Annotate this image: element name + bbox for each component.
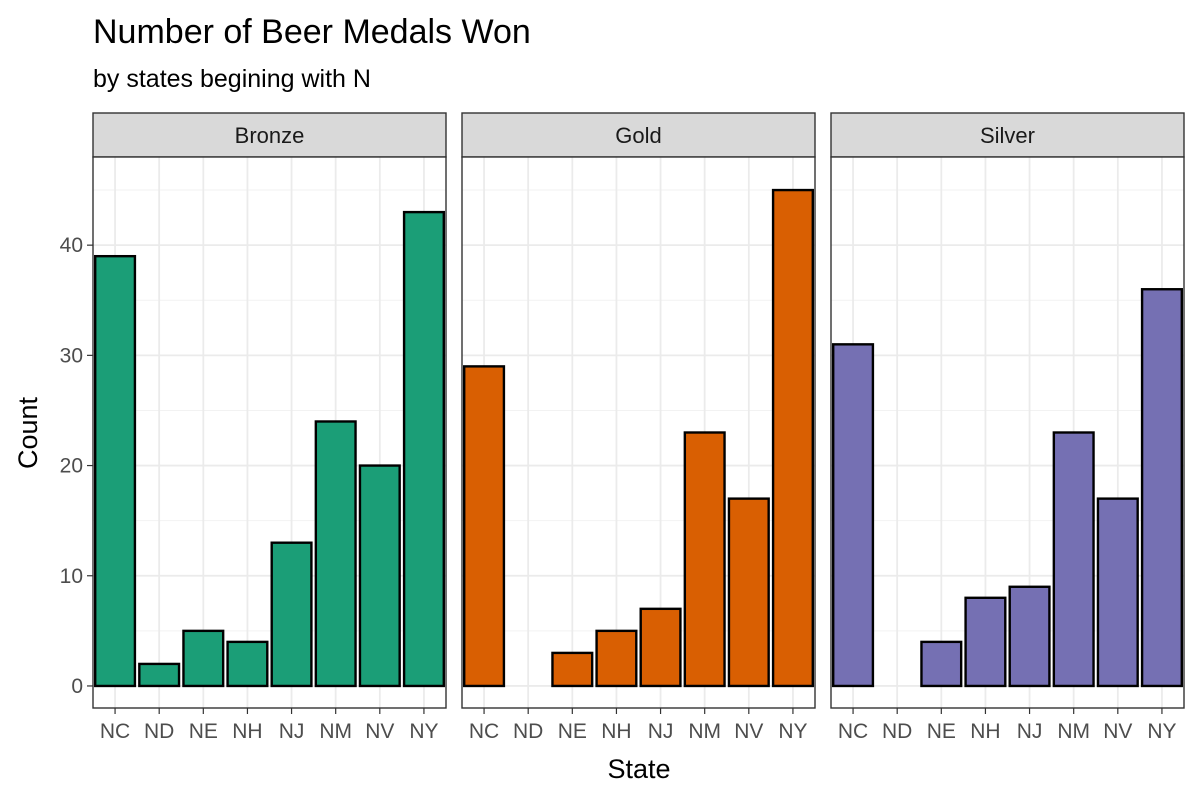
bar-bronze-nv [358,464,401,688]
bar-gold-nc [463,365,506,688]
bar-bronze-nd [138,662,181,688]
x-tick-label: NY [409,720,438,743]
panel-border [461,156,816,709]
x-tick-label: NV [1103,720,1132,743]
facet-panels: Bronze NC ND NE NH NJ NM NV NY Gold NC ND NE NH NJ NM NV… [92,112,1185,743]
x-tick-label: NC [838,720,868,743]
chart-subtitle: by states begining with N [93,65,371,93]
x-tick-label: NC [100,720,130,743]
y-tick-label: 40 [60,234,83,257]
x-tick-label: NH [232,720,262,743]
facet-strip [461,112,816,158]
y-axis: 0 10 20 30 40 [60,234,93,698]
x-tick-label: NE [558,720,587,743]
panel-border [92,156,447,709]
bar-gold-nj [639,607,682,688]
facet-panel-gold: Gold NC ND NE NH NJ NM NV NY [461,112,816,743]
y-tick-label: 0 [71,675,83,698]
x-tick-label: NH [970,720,1000,743]
x-tick-label: ND [882,720,912,743]
bar-bronze-ne [182,629,225,688]
bar-bronze-ny [402,210,445,688]
x-tick-label: NJ [648,720,674,743]
bar-bronze-nh [226,640,269,688]
x-tick-label: NM [688,720,721,743]
y-axis-title: Count [13,396,43,469]
bar-silver-ne [920,640,963,688]
x-tick-label: NJ [1017,720,1043,743]
bar-gold-ne [551,651,594,688]
bar-silver-nc [832,343,875,688]
chart-title: Number of Beer Medals Won [93,13,531,51]
x-tick-label: ND [144,720,174,743]
y-tick-label: 20 [60,455,83,478]
bar-silver-nm [1052,431,1095,688]
bar-silver-nh [964,596,1007,688]
bar-silver-ny [1140,288,1183,688]
x-tick-label: NC [469,720,499,743]
x-tick-label: NV [365,720,394,743]
x-tick-label: NJ [279,720,305,743]
x-axis-title: State [607,754,670,784]
facet-strip-label: Bronze [235,123,305,148]
y-tick-label: 10 [60,565,83,588]
bar-silver-nj [1008,585,1051,688]
x-tick-label: NV [734,720,763,743]
bar-gold-nv [727,497,770,688]
x-tick-label: NM [1057,720,1090,743]
x-tick-label: NY [1147,720,1176,743]
x-tick-label: NM [319,720,352,743]
facet-strip-label: Gold [615,123,661,148]
bar-silver-nv [1096,497,1139,688]
facet-strip-label: Silver [980,123,1035,148]
facet-panel-silver: Silver NC ND NE NH NJ NM NV NY [830,112,1185,743]
bar-bronze-nj [270,541,313,688]
panel-border [830,156,1185,709]
x-tick-label: NE [189,720,218,743]
facet-strip [830,112,1185,158]
bar-gold-nm [683,431,726,688]
y-tick-label: 30 [60,344,83,367]
bar-bronze-nm [314,420,357,688]
facet-strip [92,112,447,158]
bar-gold-nh [595,629,638,688]
bar-gold-ny [771,188,814,688]
bar-bronze-nc [94,254,137,688]
x-tick-label: NH [601,720,631,743]
facet-panel-bronze: Bronze NC ND NE NH NJ NM NV NY [92,112,447,743]
x-tick-label: NE [927,720,956,743]
x-tick-label: ND [513,720,543,743]
x-tick-label: NY [778,720,807,743]
